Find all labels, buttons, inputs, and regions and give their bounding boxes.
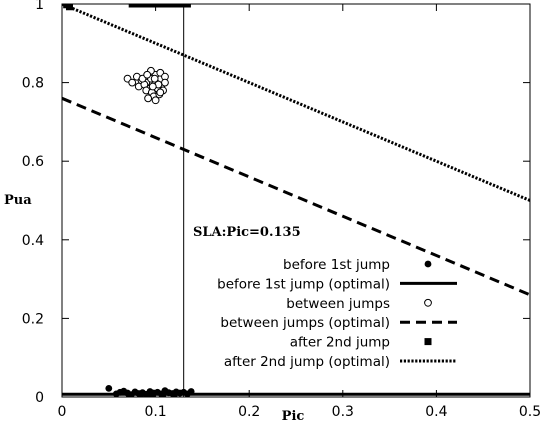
x-tick-label: 0 [58,404,67,420]
data-point-0 [187,388,195,395]
data-point-0 [137,391,145,397]
series-line-3 [62,96,530,297]
data-point-4 [168,4,176,8]
data-point-0 [148,392,156,397]
axis-ticks: 0 0.1 0.2 0.3 0.4 0.5 0 0.2 0.4 0.6 0.8 1 [22,0,541,420]
y-tick-label: 0.2 [22,311,44,327]
legend-label: before 1st jump [283,257,390,273]
data-point-2 [144,94,153,103]
data-point-4 [142,4,150,8]
data-point-2 [150,74,159,83]
legend-marker-sample [424,260,432,268]
x-tick-label: 0.1 [144,404,166,420]
legend-label: after 2nd jump (optimal) [224,354,390,370]
annotation-sla: SLA:Pic=0.135 [193,225,301,240]
data-point-0 [159,391,167,397]
x-tick-label: 0.4 [425,404,447,420]
data-point-4 [138,4,146,8]
data-point-0 [105,384,113,392]
data-point-4 [153,4,161,8]
x-tick-label: 0.3 [332,404,354,420]
data-point-4 [161,4,169,8]
data-point-2 [161,78,169,87]
data-point-4 [135,4,143,8]
data-point-2 [128,78,137,87]
data-point-4 [165,4,173,8]
y-tick-label: 0.6 [22,154,44,170]
data-point-0 [125,392,133,397]
data-point-2 [156,88,165,97]
data-point-4 [150,4,158,8]
data-point-2 [148,82,157,91]
y-tick-label: 0.4 [22,233,44,249]
legend: before 1st jump before 1st jump (optimal)… [217,257,457,370]
legend-label: before 1st jump (optimal) [217,276,390,292]
y-tick-label: 0 [35,390,44,406]
data-point-4 [180,4,188,8]
series-line-5 [62,4,530,202]
data-point-2 [151,96,160,105]
data-point-4 [65,4,73,11]
data-point-4 [157,4,165,8]
x-tick-label: 0.2 [238,404,260,420]
legend-marker-sample [424,338,432,346]
data-point-4 [131,4,139,8]
series-points [63,4,195,397]
y-axis-label: Pua [4,193,32,208]
legend-marker-sample [424,298,432,307]
y-tick-label: 0.8 [22,76,44,92]
data-point-4 [172,4,180,8]
data-point-0 [170,391,178,397]
legend-label: after 2nd jump [290,335,390,351]
data-point-2 [143,70,152,79]
legend-label: between jumps [286,296,390,312]
data-point-4 [176,4,184,8]
legend-label: between jumps (optimal) [220,315,390,331]
x-tick-label: 0.5 [519,404,541,420]
data-point-4 [146,4,154,8]
y-tick-label: 1 [35,0,44,13]
x-axis-label: Pic [282,409,305,424]
data-point-4 [183,4,191,8]
